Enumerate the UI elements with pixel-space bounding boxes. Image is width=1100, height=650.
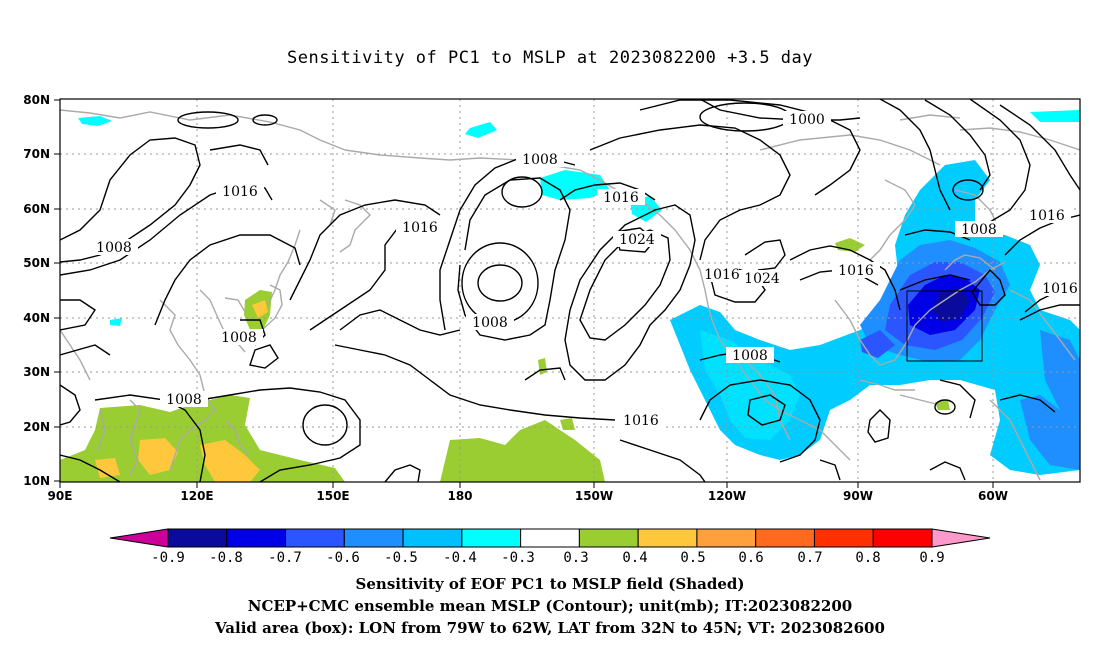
colorbar-cell (578, 528, 639, 548)
colorbar-cell (813, 528, 874, 548)
svg-text:1008: 1008 (961, 222, 997, 238)
lat-tick-label: 70N (23, 147, 50, 161)
colorbar: -0.9 -0.8 -0.7 -0.6 -0.5 -0.4 -0.3 0.3 0… (109, 528, 991, 566)
svg-text:1016: 1016 (222, 184, 258, 200)
lon-tick-label: 150W (575, 489, 613, 503)
contour-label: 1016 (617, 412, 665, 429)
contour-label: 1016 (832, 262, 880, 279)
contour-labels: 1000 1008 1016 1016 1024 1008 1016 1008 … (90, 111, 1080, 429)
colorbar-label: 0.6 (738, 550, 763, 566)
colorbar-under-triangle (109, 528, 169, 548)
colorbar-cell (402, 528, 463, 548)
colorbar-label: -0.5 (384, 550, 418, 566)
colorbar-label: 0.4 (622, 550, 647, 566)
lat-tick-label: 30N (23, 365, 50, 379)
svg-text:1000: 1000 (789, 112, 825, 128)
svg-text:1008: 1008 (472, 315, 508, 331)
lon-tick-label: 90W (843, 489, 873, 503)
lon-tick-label: 60W (978, 489, 1008, 503)
colorbar-cell (167, 528, 228, 548)
lon-tick-label: 150E (316, 489, 349, 503)
svg-text:1016: 1016 (838, 263, 874, 279)
lat-tick-label: 60N (23, 202, 50, 216)
svg-text:1016: 1016 (623, 413, 659, 429)
contour-label: 1016 (216, 183, 264, 200)
lon-tick-label: 120E (180, 489, 213, 503)
svg-text:1016: 1016 (402, 220, 438, 236)
colorbar-cell (343, 528, 404, 548)
sensitivity-shading (60, 110, 1080, 482)
contour-label: 1016 (1023, 207, 1071, 224)
grid-lines (60, 99, 1080, 482)
colorbar-cell (755, 528, 815, 548)
svg-text:1024: 1024 (744, 271, 780, 287)
colorbar-label: 0.3 (563, 550, 588, 566)
contour-label: 1016 (597, 189, 645, 206)
axis-ticks (54, 99, 994, 488)
latitude-labels: 80N 70N 60N 50N 40N 30N 20N 10N (23, 93, 50, 488)
colorbar-cell (226, 528, 287, 548)
colorbar-cell (637, 528, 698, 548)
colorbar-label: -0.3 (501, 550, 535, 566)
svg-text:1016: 1016 (704, 267, 740, 283)
colorbar-label: 0.9 (919, 550, 944, 566)
colorbar-label: -0.7 (268, 550, 302, 566)
colorbar-over-triangle (931, 528, 991, 548)
plot-frame (59, 98, 1081, 483)
colorbar-label: -0.9 (151, 550, 185, 566)
colorbar-label: 0.5 (680, 550, 705, 566)
colorbar-label: -0.6 (326, 550, 360, 566)
svg-text:1016: 1016 (1042, 281, 1078, 297)
map-title: Sensitivity of PC1 to MSLP at 2023082200… (286, 48, 813, 68)
lon-tick-label: 120W (708, 489, 746, 503)
contour-label: 1016 (1036, 280, 1080, 297)
lat-tick-label: 20N (23, 420, 50, 434)
contour-label: 1008 (90, 239, 138, 256)
lat-tick-label: 50N (23, 256, 50, 270)
colorbar-cell (696, 528, 757, 548)
longitude-labels: 90E 120E 150E 180 150W 120W 90W 60W (48, 489, 1008, 503)
svg-text:1008: 1008 (221, 330, 257, 346)
svg-text:1008: 1008 (732, 348, 768, 364)
colorbar-label: -0.8 (209, 550, 243, 566)
colorbar-label: 0.8 (855, 550, 880, 566)
caption-valid-area: Valid area (box): LON from 79W to 62W, L… (215, 619, 885, 637)
colorbar-labels: -0.9 -0.8 -0.7 -0.6 -0.5 -0.4 -0.3 0.3 0… (151, 550, 945, 566)
contour-label: 1008 (726, 347, 774, 364)
colorbar-cell (285, 528, 345, 548)
contour-label: 1016 (396, 219, 444, 236)
caption-shading: Sensitivity of EOF PC1 to MSLP field (Sh… (355, 575, 745, 593)
svg-text:1016: 1016 (603, 190, 639, 206)
contour-label: 1008 (466, 314, 514, 331)
lon-tick-label: 180 (447, 489, 472, 503)
contour-label: 1016 (704, 266, 740, 283)
svg-text:1016: 1016 (1029, 208, 1065, 224)
lat-tick-label: 40N (23, 311, 50, 325)
contour-label: 1008 (955, 221, 1003, 238)
caption-contour: NCEP+CMC ensemble mean MSLP (Contour); u… (247, 597, 853, 615)
valid-area-box (906, 290, 983, 362)
contour-label: 1024 (738, 270, 786, 287)
lat-tick-label: 80N (23, 93, 50, 107)
colorbar-cell (461, 528, 522, 548)
contour-label: 1024 (613, 231, 661, 248)
colorbar-label: 0.7 (797, 550, 822, 566)
contour-label: 1000 (783, 111, 831, 128)
contour-label: 1008 (160, 391, 208, 408)
contour-label: 1008 (215, 329, 263, 346)
colorbar-cell (520, 528, 580, 548)
lat-tick-label: 10N (23, 474, 50, 488)
svg-text:1024: 1024 (619, 232, 655, 248)
colorbar-label: -0.4 (443, 550, 477, 566)
svg-text:1008: 1008 (522, 152, 558, 168)
contour-label: 1008 (516, 151, 564, 168)
svg-text:1008: 1008 (166, 392, 202, 408)
lon-tick-label: 90E (48, 489, 73, 503)
colorbar-cell (872, 528, 933, 548)
svg-text:1008: 1008 (96, 240, 132, 256)
colorbar-cells (167, 528, 933, 548)
